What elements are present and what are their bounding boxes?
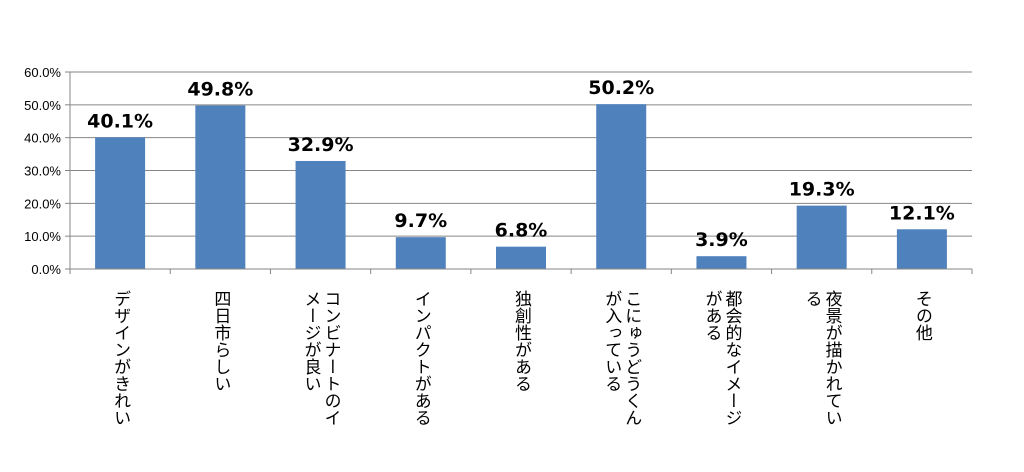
bar — [295, 160, 346, 269]
x-tick-label-line: る — [801, 290, 822, 307]
x-tick-label: 四日市らしい — [209, 290, 231, 392]
y-tick-label: 30.0% — [24, 164, 61, 179]
x-tick-label-line: インパクトがある — [410, 290, 431, 426]
x-tick-label: 独創性がある — [510, 290, 532, 392]
x-tick-label-line: がある — [701, 290, 722, 341]
data-label: 6.8% — [495, 220, 548, 242]
bar — [195, 105, 246, 270]
data-label: 40.1% — [87, 110, 153, 132]
x-tick-label: デザインがきれい — [109, 290, 131, 426]
data-label: 19.3% — [789, 179, 855, 201]
y-tick-label: 0.0% — [31, 262, 61, 277]
data-label: 32.9% — [288, 134, 354, 156]
y-tick-label: 60.0% — [24, 65, 61, 80]
y-tick-label: 10.0% — [24, 229, 61, 244]
bar — [95, 137, 146, 269]
x-tick-label-line: デザインがきれい — [110, 290, 131, 426]
data-label: 50.2% — [588, 77, 654, 99]
x-tick-label-line: 都会的なイメージ — [721, 290, 742, 426]
data-label: 12.1% — [889, 202, 955, 224]
x-tick-label: インパクトがある — [410, 290, 432, 426]
x-tick-label: こにゅうどうくん が入っている — [599, 290, 643, 426]
x-tick-label-line: こにゅうどうくん — [621, 290, 642, 426]
bar — [596, 104, 647, 269]
x-tick-label-line: 夜景が描かれてい — [821, 290, 842, 426]
x-tick-label: その他 — [911, 290, 933, 341]
x-tick-label: コンビナートのイ メージが良い — [299, 290, 343, 426]
x-tick-label-line: メージが良い — [300, 290, 321, 392]
bar — [395, 237, 446, 269]
x-tick-label-line: 独創性がある — [511, 290, 531, 392]
x-tick-label-line: が入っている — [601, 290, 622, 392]
data-label: 49.8% — [187, 78, 253, 100]
y-tick-label: 50.0% — [24, 98, 61, 113]
bar — [696, 256, 747, 269]
y-tick-label: 20.0% — [24, 196, 61, 211]
bar — [496, 246, 546, 269]
x-tick-label-line: コンビナートのイ — [320, 290, 341, 426]
x-tick-label-line: 四日市らしい — [210, 290, 231, 392]
bar — [796, 205, 847, 269]
y-tick-label: 40.0% — [24, 131, 61, 146]
data-label: 3.9% — [695, 229, 748, 251]
x-tick-label: 夜景が描かれている — [800, 290, 844, 426]
data-label: 9.7% — [394, 210, 447, 232]
x-tick-label: 都会的なイメージ がある — [699, 290, 743, 426]
bar — [896, 229, 947, 269]
x-tick-label-line: その他 — [911, 290, 932, 341]
